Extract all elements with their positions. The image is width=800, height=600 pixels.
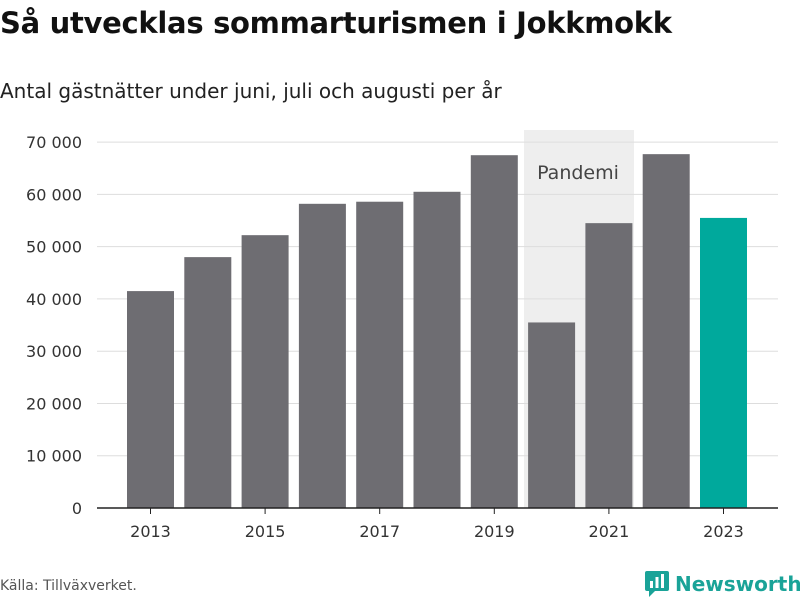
x-tick-label: 2021: [589, 522, 630, 541]
x-tick-label: 2019: [474, 522, 515, 541]
chart-title: Så utvecklas sommarturismen i Jokkmokk: [0, 6, 672, 40]
y-tick-label: 20 000: [26, 394, 82, 413]
y-tick-label: 60 000: [26, 185, 82, 204]
y-tick-label: 0: [72, 499, 82, 518]
brand-name: Newsworthy: [675, 572, 800, 596]
y-tick-label: 70 000: [26, 133, 82, 152]
bar-2014[interactable]: [184, 257, 232, 508]
y-tick-label: 50 000: [26, 238, 82, 257]
x-tick-label: 2023: [703, 522, 744, 541]
bar-2022[interactable]: [642, 154, 690, 508]
y-tick-label: 40 000: [26, 290, 82, 309]
bar-2015[interactable]: [241, 235, 289, 508]
y-tick-label: 10 000: [26, 447, 82, 466]
x-tick-label: 2013: [130, 522, 171, 541]
bar-2016[interactable]: [298, 203, 346, 509]
x-tick-label: 2015: [245, 522, 286, 541]
bar-2013[interactable]: [127, 291, 174, 508]
bar-2023[interactable]: [700, 217, 747, 509]
newsworthy-logo-icon: [645, 571, 669, 597]
bar-2021[interactable]: [585, 223, 633, 508]
x-tick-label: 2017: [359, 522, 400, 541]
y-tick-label: 30 000: [26, 342, 82, 361]
bar-2020[interactable]: [528, 322, 576, 508]
newsworthy-logo[interactable]: Newsworthy: [645, 568, 800, 600]
pandemic-label: Pandemi: [537, 162, 619, 184]
source-note: Källa: Tillväxverket.: [0, 578, 137, 594]
chart-subtitle: Antal gästnätter under juni, juli och au…: [0, 79, 502, 103]
bar-2017[interactable]: [356, 201, 404, 508]
bar-2019[interactable]: [470, 155, 518, 508]
bar-2018[interactable]: [413, 191, 461, 508]
